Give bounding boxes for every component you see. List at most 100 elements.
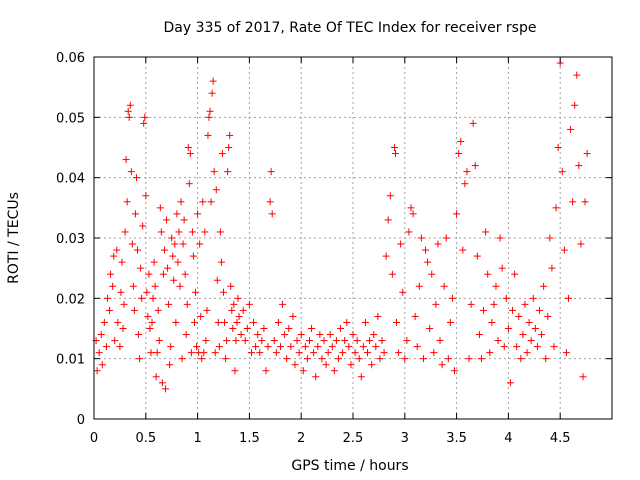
data-point: [473, 252, 481, 260]
data-point: [103, 294, 111, 302]
data-point: [382, 252, 390, 260]
data-point: [498, 264, 506, 272]
data-point: [264, 343, 272, 351]
y-tick-label: 0.06: [56, 51, 85, 66]
data-point: [542, 355, 550, 363]
data-point: [293, 337, 301, 345]
data-point: [573, 71, 581, 79]
data-point: [463, 168, 471, 176]
data-point: [208, 89, 216, 97]
data-point: [569, 198, 577, 206]
data-point: [279, 300, 287, 308]
data-point: [134, 246, 142, 254]
data-point: [384, 216, 392, 224]
data-point: [256, 349, 264, 357]
data-point: [268, 210, 276, 218]
data-point: [151, 282, 159, 290]
data-point: [148, 318, 156, 326]
data-point: [156, 204, 164, 212]
data-point: [395, 349, 403, 357]
data-point: [194, 210, 202, 218]
data-point: [399, 288, 407, 296]
y-tick-label: 0: [77, 413, 85, 428]
data-point: [345, 343, 353, 351]
x-tick-label: 0.5: [135, 431, 156, 446]
data-point: [459, 246, 467, 254]
data-point: [178, 355, 186, 363]
data-point: [504, 325, 512, 332]
data-point: [502, 294, 510, 302]
data-point: [267, 168, 275, 176]
data-point: [210, 168, 218, 176]
data-point: [314, 343, 322, 351]
data-point: [272, 349, 280, 357]
chart-title: Day 335 of 2017, Rate Of TEC Index for r…: [164, 20, 537, 36]
data-point: [527, 337, 535, 345]
data-point: [221, 318, 229, 326]
data-point: [506, 379, 514, 387]
data-point: [153, 349, 161, 357]
data-point: [152, 373, 160, 381]
data-point: [169, 252, 177, 260]
data-point: [111, 337, 119, 345]
data-point: [209, 77, 217, 85]
y-tick-label: 0.03: [56, 232, 85, 247]
data-point: [165, 300, 173, 308]
data-point: [361, 318, 369, 326]
data-point: [546, 234, 554, 242]
data-point: [509, 306, 517, 314]
data-point: [492, 282, 500, 290]
data-point: [287, 343, 295, 351]
data-point: [124, 107, 132, 115]
data-point: [157, 228, 165, 236]
data-point: [222, 355, 230, 363]
data-point: [318, 355, 326, 363]
data-point: [95, 349, 103, 357]
data-point: [229, 325, 237, 332]
data-point: [149, 294, 157, 302]
data-point: [390, 144, 398, 151]
data-point: [297, 331, 305, 339]
data-point: [544, 312, 552, 320]
data-point: [231, 367, 239, 375]
axis-ticks: 0 0.5 1 1.5 2 2.5 3 3.5 4 4.5 0 0.01 0.02 0.03 0.04 0.0…: [56, 51, 612, 446]
data-point: [154, 306, 162, 314]
y-tick-label: 0.04: [56, 172, 85, 187]
data-point: [137, 264, 145, 272]
data-point: [119, 325, 127, 332]
data-point: [135, 331, 143, 339]
data-point: [334, 355, 342, 363]
data-point: [215, 343, 223, 351]
data-point: [160, 246, 168, 254]
data-point: [193, 343, 201, 351]
data-point: [139, 222, 147, 230]
data-point: [183, 300, 191, 308]
data-point: [316, 331, 324, 339]
data-point: [482, 228, 490, 236]
data-point: [204, 131, 212, 139]
data-point: [199, 198, 207, 206]
x-tick-label: 1.5: [239, 431, 260, 446]
data-point: [486, 349, 494, 357]
data-point: [120, 300, 128, 308]
data-point: [430, 349, 438, 357]
data-point: [577, 240, 585, 248]
data-point: [212, 186, 220, 194]
data-point: [550, 343, 558, 351]
data-point: [357, 373, 365, 381]
data-point: [192, 288, 200, 296]
data-point: [531, 325, 539, 332]
data-point: [247, 349, 255, 357]
data-point: [176, 282, 184, 290]
data-point: [126, 101, 134, 109]
data-point: [564, 294, 572, 302]
data-point: [243, 325, 251, 332]
x-tick-label: 2: [297, 431, 305, 446]
data-point: [554, 144, 562, 151]
data-point: [388, 270, 396, 278]
data-point: [281, 331, 289, 339]
data-point: [250, 318, 258, 326]
data-point: [125, 113, 133, 121]
data-point: [380, 349, 388, 357]
data-point: [440, 282, 448, 290]
